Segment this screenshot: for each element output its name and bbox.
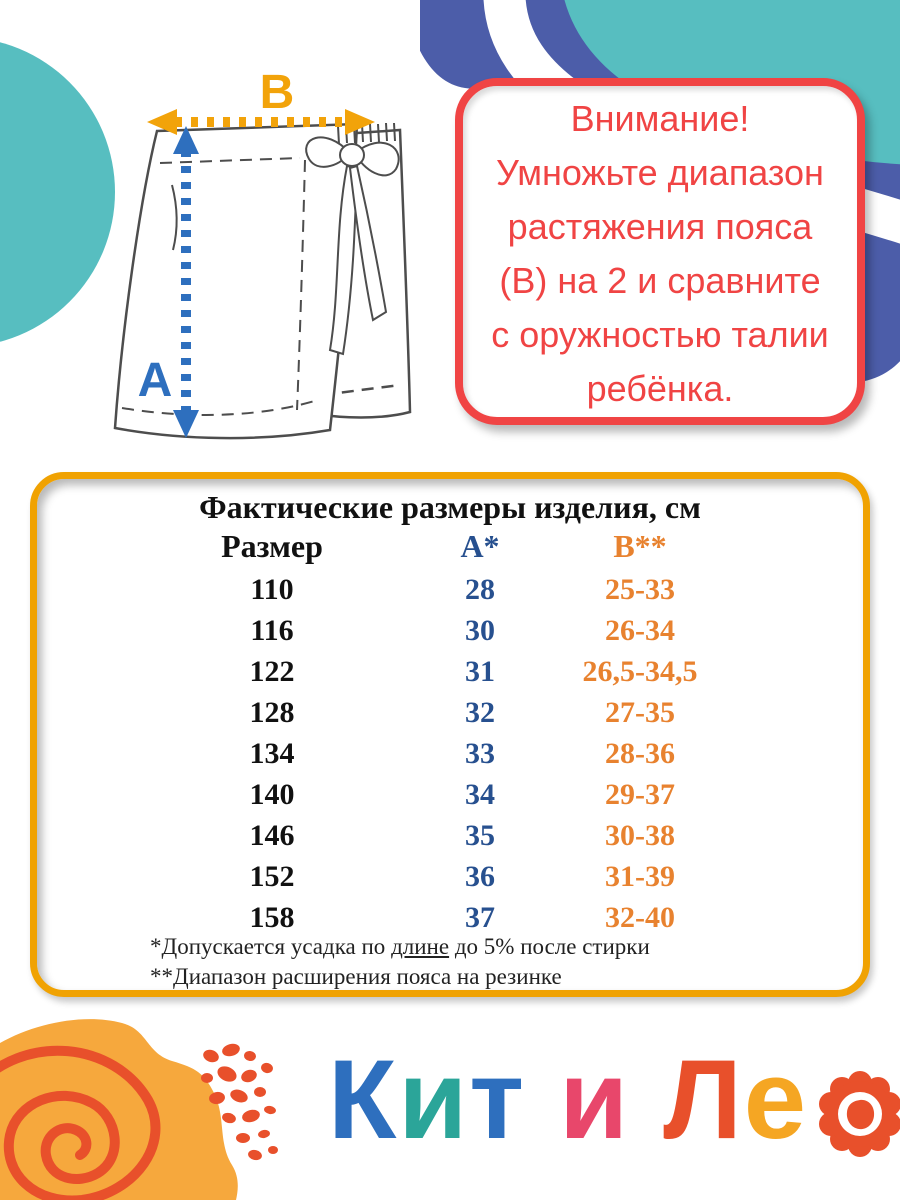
warning-line: Умножьте диапазон: [496, 152, 824, 193]
b-cell: 26-34: [605, 614, 675, 647]
a-cell: 34: [465, 778, 495, 811]
b-cell: 31-39: [605, 860, 675, 893]
table-rows: 110 28 25-33 116 30 26-34 122 31 26,5-34,5 128 32 2…: [37, 569, 863, 938]
logo-letter: [630, 1044, 663, 1156]
skirt-sketch: [113, 122, 412, 440]
b-cell: 25-33: [605, 573, 675, 606]
size-cell: 140: [249, 778, 295, 811]
warning-line: ребёнка.: [586, 368, 734, 409]
table-row: 146 35 30-38: [37, 815, 863, 856]
red-spots-decoration: [201, 1043, 278, 1161]
a-cell: 37: [465, 901, 495, 934]
a-cell: 32: [465, 696, 495, 729]
size-cell: 146: [249, 819, 295, 852]
logo-letter: К: [328, 1037, 399, 1162]
table-row: 128 32 27-35: [37, 692, 863, 733]
size-cell: 128: [249, 696, 295, 729]
warning-line: с оружностью талии: [491, 314, 829, 355]
a-cell: 31: [465, 655, 495, 688]
warning-box: Внимание! Умножьте диапазон растяжения п…: [455, 78, 865, 425]
b-cell: 29-37: [605, 778, 675, 811]
warning-line: Внимание!: [570, 98, 750, 139]
logo-letter: [526, 1044, 559, 1156]
warning-line: (В) на 2 и сравните: [499, 260, 821, 301]
logo-letter: Л: [663, 1037, 744, 1162]
a-cell: 36: [465, 860, 495, 893]
logo-letter: и: [559, 1037, 631, 1162]
logo-letter: е: [743, 1037, 809, 1162]
spiral-scribble: [0, 1045, 161, 1200]
size-cell: 134: [249, 737, 295, 770]
header-b: В**: [613, 528, 667, 564]
b-cell: 28-36: [605, 737, 675, 770]
a-cell: 30: [465, 614, 495, 647]
size-cell: 122: [249, 655, 295, 688]
length-arrow-a: [173, 126, 199, 438]
table-row: 110 28 25-33: [37, 569, 863, 610]
size-cell: 158: [249, 901, 295, 934]
b-cell: 32-40: [605, 901, 675, 934]
orange-blob-decoration: [0, 1019, 238, 1200]
table-row: 116 30 26-34: [37, 610, 863, 651]
warning-line: растяжения пояса: [507, 206, 813, 247]
table-row: 122 31 26,5-34,5: [37, 651, 863, 692]
b-cell: 26,5-34,5: [582, 655, 698, 688]
header-a: А*: [460, 528, 500, 564]
table-header: Размер А* В**: [37, 527, 863, 565]
label-a: А: [138, 354, 173, 407]
a-cell: 35: [465, 819, 495, 852]
size-cell: 116: [250, 614, 294, 647]
a-cell: 28: [465, 573, 495, 606]
label-b: В: [260, 66, 295, 119]
table-row: 152 36 31-39: [37, 856, 863, 897]
header-size: Размер: [221, 528, 323, 564]
b-cell: 27-35: [605, 696, 675, 729]
a-cell: 33: [465, 737, 495, 770]
flower-o-icon: [819, 1071, 900, 1157]
table-row: 158 37 32-40: [37, 897, 863, 938]
logo-letter: т: [469, 1037, 527, 1162]
size-cell: 152: [249, 860, 295, 893]
orange-blob: [0, 1019, 238, 1200]
logo-letter: и: [398, 1037, 470, 1162]
skirt-measurement-diagram: В А: [113, 66, 412, 440]
table-title: Фактические размеры изделия, см: [199, 489, 701, 525]
size-table: Фактические размеры изделия, см Размер А…: [30, 472, 870, 997]
table-row: 134 33 28-36: [37, 733, 863, 774]
footnote-shrinkage: *Допускается усадка по длине до 5% после…: [150, 934, 650, 959]
spots: [201, 1043, 278, 1161]
table-row: 140 34 29-37: [37, 774, 863, 815]
b-cell: 30-38: [605, 819, 675, 852]
width-arrow-b: [147, 109, 375, 135]
size-cell: 110: [250, 573, 294, 606]
footnote-waistband: **Диапазон расширения пояса на резинке: [150, 964, 562, 989]
